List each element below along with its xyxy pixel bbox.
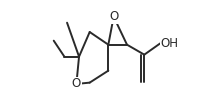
Text: O: O <box>72 78 81 90</box>
Text: OH: OH <box>160 37 178 50</box>
Text: O: O <box>109 10 118 23</box>
